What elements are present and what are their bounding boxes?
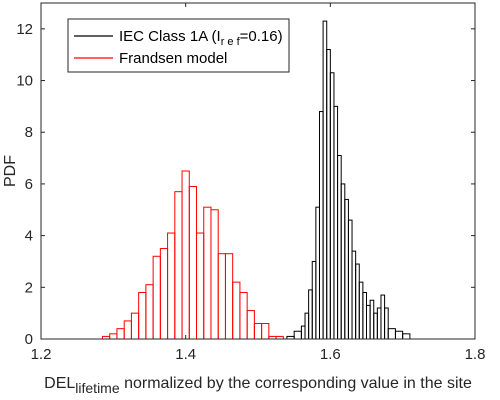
axes-box xyxy=(40,2,476,340)
x-tick-label: 1.6 xyxy=(320,346,341,363)
x-axis-title-subscript: lifetime xyxy=(75,380,120,396)
x-tick-label: 1.2 xyxy=(31,346,52,363)
x-axis-title-main: DEL xyxy=(44,375,75,392)
legend-label-iec-rest: =0.16) xyxy=(240,28,283,45)
y-tick-label: 12 xyxy=(16,21,33,38)
x-tick-label: 1.4 xyxy=(175,346,196,363)
legend-box xyxy=(67,18,290,73)
y-tick-label: 4 xyxy=(25,228,33,245)
y-axis-title: PDF xyxy=(2,155,19,187)
y-tick-label: 8 xyxy=(25,124,33,141)
legend-label-iec-subscript: r e f xyxy=(221,36,241,48)
x-axis-title: DELlifetime normalized by the correspond… xyxy=(44,375,472,396)
legend-label-iec: IEC Class 1A (Ir e f=0.16) xyxy=(119,28,283,48)
legend-label-frandsen: Frandsen model xyxy=(119,50,227,67)
y-tick-label: 2 xyxy=(25,279,33,296)
x-axis-title-rest: normalized by the corresponding value in… xyxy=(120,375,472,392)
legend: IEC Class 1A (Ir e f=0.16) Frandsen mode… xyxy=(67,18,290,73)
y-tick-label: 6 xyxy=(25,176,33,193)
y-tick-label: 10 xyxy=(16,73,33,90)
x-tick-label: 1.8 xyxy=(465,346,486,363)
legend-label-iec-main: IEC Class 1A (I xyxy=(119,28,221,45)
ticks-layer: 1.2 1.4 1.6 1.8 0 2 4 6 8 10 12 xyxy=(16,3,485,363)
y-tick-label: 0 xyxy=(25,331,33,348)
